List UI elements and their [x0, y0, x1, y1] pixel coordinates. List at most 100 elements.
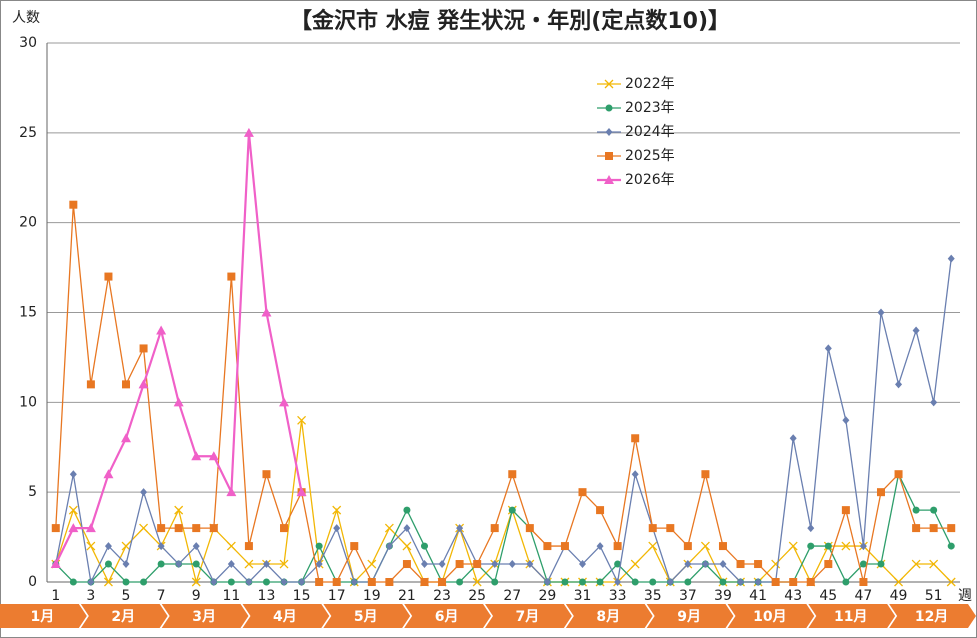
month-band	[404, 604, 491, 628]
month-band	[161, 604, 249, 628]
point	[140, 488, 148, 497]
month-label: 11月	[834, 609, 867, 625]
legend-marker	[605, 152, 613, 160]
point	[683, 542, 692, 551]
point	[456, 524, 464, 533]
point	[508, 506, 516, 514]
point	[491, 560, 499, 569]
x-tick-label: 1	[51, 588, 60, 604]
point	[420, 542, 428, 550]
month-band	[0, 604, 87, 628]
point	[103, 469, 114, 479]
y-tick-label: 20	[19, 215, 37, 231]
legend-label: 2025年	[625, 148, 675, 164]
point	[157, 542, 165, 551]
point	[614, 560, 622, 568]
point	[174, 505, 184, 515]
point	[455, 560, 464, 569]
point	[842, 578, 850, 586]
point	[262, 470, 271, 479]
point	[719, 578, 727, 586]
y-axis-label: 人数	[12, 10, 40, 26]
point	[894, 470, 903, 479]
x-tick-label: 43	[784, 588, 802, 604]
x-tick-label: 31	[574, 588, 592, 604]
point	[737, 578, 745, 586]
point	[385, 578, 394, 586]
point	[824, 560, 833, 569]
month-band	[565, 604, 653, 628]
point	[579, 560, 587, 569]
y-tick-label: 15	[19, 305, 37, 321]
point	[929, 559, 939, 569]
point	[122, 380, 131, 389]
month-label: 12月	[915, 609, 948, 625]
point	[930, 506, 938, 514]
point	[912, 524, 921, 533]
point	[438, 560, 446, 569]
month-label: 6月	[435, 609, 459, 625]
point	[226, 541, 236, 551]
point	[227, 272, 236, 281]
x-tick-label: 13	[258, 588, 276, 604]
y-tick-label: 25	[19, 125, 37, 141]
point	[824, 344, 832, 353]
legend-marker	[604, 175, 614, 184]
point	[649, 578, 657, 586]
point	[384, 523, 394, 533]
point	[946, 577, 956, 587]
x-tick-label: 7	[157, 588, 166, 604]
series-line	[55, 204, 952, 583]
point	[420, 578, 429, 586]
point	[350, 542, 359, 551]
point	[243, 127, 254, 137]
point	[403, 506, 411, 514]
legend-marker	[605, 128, 613, 136]
point	[261, 307, 272, 317]
point	[684, 560, 692, 569]
point	[86, 380, 95, 389]
point	[456, 578, 464, 586]
point	[87, 578, 95, 586]
point	[648, 541, 658, 551]
month-label: 9月	[677, 609, 701, 625]
point	[157, 524, 166, 533]
point	[824, 542, 832, 550]
x-tick-label: 15	[293, 588, 311, 604]
point	[68, 505, 78, 515]
point	[438, 578, 447, 586]
point	[103, 577, 113, 587]
point	[754, 578, 762, 586]
point	[403, 524, 411, 533]
point	[684, 578, 692, 586]
month-label: 1月	[31, 609, 55, 625]
point	[402, 560, 411, 569]
point	[332, 505, 342, 515]
x-tick-label: 47	[855, 588, 873, 604]
series-line	[55, 258, 952, 585]
point	[508, 560, 516, 569]
point	[122, 578, 130, 586]
point	[367, 578, 376, 586]
month-label: 10月	[753, 609, 786, 625]
point	[579, 578, 587, 586]
y-tick-label: 5	[28, 484, 37, 500]
point	[859, 578, 868, 586]
point	[191, 577, 201, 587]
x-tick-label: 5	[122, 588, 131, 604]
month-label: 7月	[516, 609, 540, 625]
point	[298, 578, 306, 586]
point	[138, 379, 149, 389]
x-tick-label: 23	[433, 588, 451, 604]
point	[420, 560, 428, 569]
point	[157, 560, 165, 568]
point	[648, 524, 657, 533]
legend-label: 2026年	[625, 172, 675, 188]
point	[613, 542, 622, 551]
y-tick-label: 30	[19, 35, 37, 51]
point	[701, 560, 709, 569]
point	[788, 541, 798, 551]
point	[332, 578, 341, 586]
point	[736, 560, 745, 569]
point	[262, 578, 270, 586]
